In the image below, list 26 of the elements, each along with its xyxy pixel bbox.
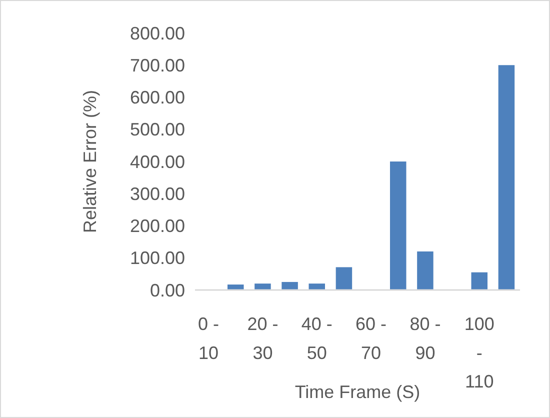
bar [254,284,271,290]
bar [471,272,488,290]
x-tick-label: 80 - 90 [410,314,441,363]
y-tick-label: 300.00 [130,184,185,204]
y-axis-title: Relative Error (%) [80,90,100,234]
y-tick-label: 500.00 [130,120,185,140]
bar [336,267,352,290]
x-tick-label: 60 - 70 [356,314,387,363]
x-tick-label: 40 - 50 [301,314,332,363]
bar [390,162,406,290]
bar [228,284,244,290]
y-tick-label: 100.00 [130,248,185,268]
bar [417,251,434,290]
x-tick-label: 0 - 10 [198,314,220,363]
bar [282,282,298,290]
bar [498,65,515,290]
y-tick-label: 800.00 [130,23,185,44]
x-axis-title: Time Frame (S) [294,382,420,402]
y-tick-label: 700.00 [130,55,185,76]
x-tick-label: 20 - 30 [247,314,278,363]
x-tick-label: 100 - 110 [464,314,494,392]
y-tick-label: 400.00 [130,152,185,172]
bar [308,284,325,290]
y-tick-label: 200.00 [130,216,185,236]
y-tick-label: 0.00 [150,280,185,300]
y-tick-label: 600.00 [130,88,185,108]
